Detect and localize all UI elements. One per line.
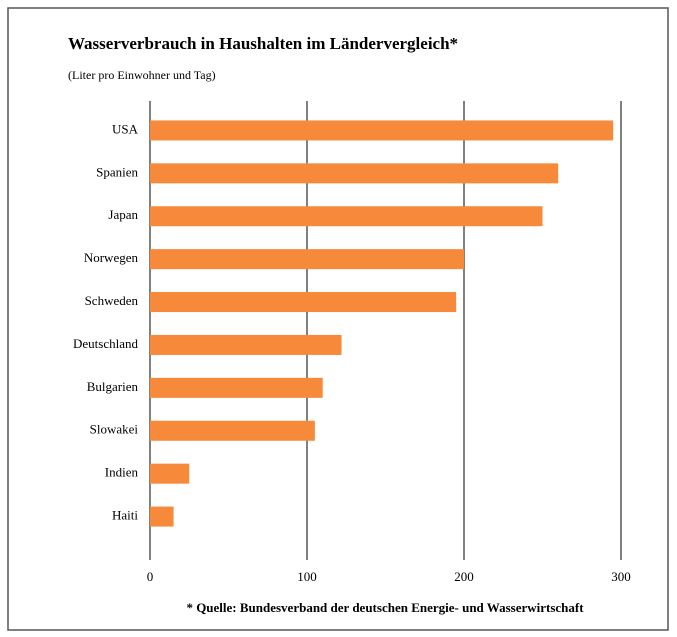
y-tick-label: Japan [108,207,138,222]
bar [150,506,174,527]
y-tick-label: Deutschland [73,336,138,351]
bar [150,463,190,484]
bar [150,292,457,313]
bar [150,334,342,355]
y-tick-label: USA [112,121,139,136]
bar [150,420,315,441]
bar [150,163,559,184]
y-tick-label: Haiti [112,508,138,523]
y-tick-label: Norwegen [84,250,139,265]
chart-subtitle: (Liter pro Einwohner und Tag) [68,68,216,82]
y-tick-label: Indien [105,465,139,480]
x-tick-label: 100 [297,569,317,584]
bar [150,249,464,270]
bar [150,377,323,398]
bar [150,206,543,227]
y-tick-label: Schweden [85,293,139,308]
source-note: * Quelle: Bundesverband der deutschen En… [186,600,584,615]
bar [150,120,614,141]
y-tick-label: Bulgarien [87,379,139,394]
y-tick-label: Slowakei [90,422,139,437]
y-tick-label: Spanien [96,164,138,179]
x-tick-label: 0 [147,569,154,584]
frame [7,7,669,631]
x-tick-label: 200 [454,569,474,584]
chart-title: Wasserverbrauch in Haushalten im Länderv… [68,34,458,53]
x-tick-label: 300 [611,569,631,584]
